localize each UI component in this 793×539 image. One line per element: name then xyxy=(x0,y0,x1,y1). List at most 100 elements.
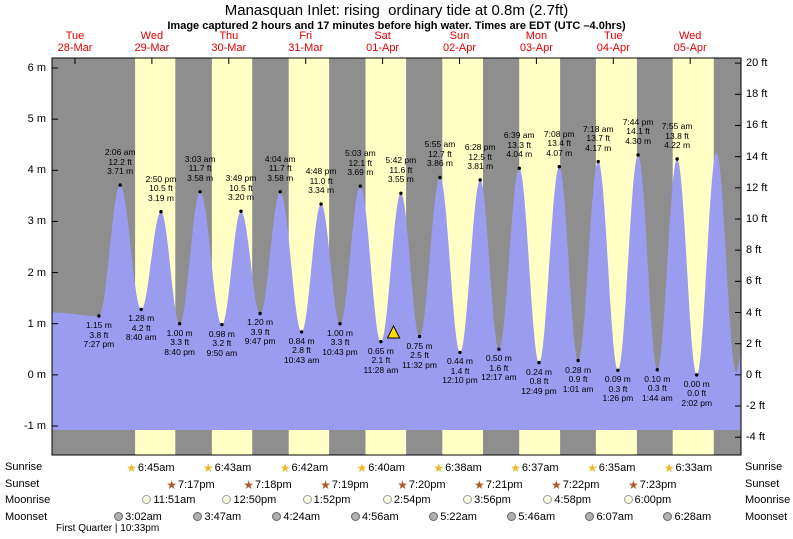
tide-label-line: 0.9 ft xyxy=(568,374,588,385)
sunset-time: 7:18pm xyxy=(254,479,292,491)
sunset-time: 7:21pm xyxy=(485,479,523,491)
sunset-star-icon: ★ xyxy=(397,478,408,492)
sunrise-row-label-left: Sunrise xyxy=(5,461,43,473)
day-label: Sun 02-Apr xyxy=(421,30,499,54)
tide-label-line: 0.24 m xyxy=(526,366,553,377)
moonrise-icon xyxy=(382,495,392,504)
tide-label-line: 13.3 ft xyxy=(507,139,532,150)
tide-label-line: 0.75 m xyxy=(406,340,433,351)
tide-label-low: 0.65 m 2.1 ft 11:28 am xyxy=(358,345,404,376)
tide-point-dot xyxy=(458,350,462,355)
tide-label-line: 5:03 am xyxy=(344,148,376,159)
tide-label-line: 0.65 m xyxy=(367,345,394,356)
sunrise-star-icon: ★ xyxy=(586,461,598,475)
tide-label-line: 1:26 pm xyxy=(602,393,634,404)
day-date: 04-Apr xyxy=(596,41,630,54)
page-title: Manasquan Inlet: rising ordinary tide at… xyxy=(224,2,569,19)
moonrise-entry: 11:51am xyxy=(142,494,195,506)
tide-point-dot xyxy=(417,334,422,339)
moonset-icon xyxy=(114,512,124,521)
tide-label-line: 3:03 am xyxy=(184,153,216,164)
tide-label-line: 7:27 pm xyxy=(83,339,115,350)
y-axis-left-label: 2 m xyxy=(27,266,46,279)
moonrise-entry: 4:58pm xyxy=(543,494,591,506)
tide-point-dot xyxy=(278,190,282,194)
tide-label-line: 4.07 m xyxy=(546,147,573,158)
tide-label-line: 1.28 m xyxy=(128,313,155,324)
tide-label-line: 1.4 ft xyxy=(450,365,470,376)
capture-note: Image captured 2 hours and 17 minutes be… xyxy=(167,20,626,32)
tide-label-low: 0.24 m 0.8 ft 12:49 pm xyxy=(516,366,562,397)
tide-label-line: 0.50 m xyxy=(485,353,512,364)
tide-label-line: 10:43 pm xyxy=(322,346,358,357)
tide-label-line: 1:01 am xyxy=(562,383,594,394)
sunrise-star-icon: ★ xyxy=(356,461,368,475)
moonrise-icon xyxy=(463,495,473,504)
sunset-time: 7:22pm xyxy=(562,479,600,491)
tide-point-dot xyxy=(97,314,101,318)
tide-label-line: 0.3 ft xyxy=(647,383,667,394)
sunrise-entry: ★6:42am xyxy=(280,461,328,475)
moonrise-time: 2:54pm xyxy=(393,494,431,506)
day-label: Wed 05-Apr xyxy=(651,30,729,54)
sunrise-entry: ★6:37am xyxy=(510,461,558,475)
moonrise-icon xyxy=(543,495,553,504)
tide-label-line: 8:40 pm xyxy=(164,346,196,357)
moon-phase-note: First Quarter | 10:33pm xyxy=(56,523,160,534)
tide-label-line: 0.28 m xyxy=(565,364,592,375)
tide-point-dot xyxy=(596,159,600,164)
sunset-star-icon: ★ xyxy=(166,478,177,492)
tide-label-line: 12.5 ft xyxy=(468,151,493,162)
moonset-time: 6:07am xyxy=(596,511,634,523)
tide-label-line: 12:49 pm xyxy=(521,385,557,396)
sunrise-time: 6:38am xyxy=(445,462,482,474)
moonrise-icon xyxy=(142,495,152,504)
moonset-entry: 3:47am xyxy=(193,511,241,523)
tide-point-dot xyxy=(379,339,383,344)
tide-point-dot xyxy=(118,183,122,187)
moonset-icon xyxy=(585,512,595,521)
moonrise-entry: 3:56pm xyxy=(463,494,511,506)
tide-point-dot xyxy=(258,311,262,316)
tide-label-line: 3.86 m xyxy=(427,158,453,169)
day-name: Tue xyxy=(65,30,85,42)
sunrise-star-icon: ★ xyxy=(202,461,214,475)
tide-label-low: 1.28 m 4.2 ft 8:40 am xyxy=(118,314,164,343)
tide-label-line: 1.00 m xyxy=(166,327,193,338)
tide-label-line: 7:18 am xyxy=(582,123,614,134)
tide-label-line: 2.5 ft xyxy=(410,350,429,360)
tide-label-line: 0.10 m xyxy=(644,373,671,384)
tide-curve xyxy=(52,152,741,430)
tide-label-line: 8:40 am xyxy=(125,332,157,343)
tide-label-line: 1.20 m xyxy=(247,317,274,328)
tide-label-high: 6:28 pm 12.5 ft 3.81 m xyxy=(457,143,503,172)
tide-label-line: 11.7 ft xyxy=(188,163,212,174)
tide-label-high: 3:03 am 11.7 ft 3.58 m xyxy=(177,153,223,184)
y-axis-right-label: 0 ft xyxy=(746,368,762,381)
tide-label-low: 0.50 m 1.6 ft 12:17 am xyxy=(476,354,522,383)
day-date: 28-Mar xyxy=(57,41,93,54)
tide-point-dot xyxy=(517,166,521,170)
tide-label-high: 6:39 am 13.3 ft 4.04 m xyxy=(496,131,542,160)
tide-label-high: 5:42 pm 11.6 ft 3.55 m xyxy=(378,156,424,185)
sunset-entry: ★7:22pm xyxy=(551,478,599,492)
moonset-entry: 6:28am xyxy=(663,511,711,523)
moonset-entry: 5:46am xyxy=(507,511,555,523)
moonset-entry: 3:02am xyxy=(114,511,162,523)
tide-point-dot xyxy=(159,210,163,214)
moonrise-row-label-right: Moonrise xyxy=(745,494,791,506)
tide-label-line: 5:42 pm xyxy=(385,155,417,166)
sunrise-entry: ★6:38am xyxy=(433,461,481,475)
y-axis-right-label: 10 ft xyxy=(746,212,768,225)
sunset-time: 7:17pm xyxy=(178,479,215,491)
sunset-row-label-right: Sunset xyxy=(745,478,780,490)
tide-label-line: 2:02 pm xyxy=(681,397,713,408)
tide-label-line: 12:17 am xyxy=(481,372,517,383)
tide-label-low: 0.09 m 0.3 ft 1:26 pm xyxy=(595,375,641,404)
tide-point-dot xyxy=(695,373,699,377)
sunrise-row-label-right: Sunrise xyxy=(745,461,783,473)
tide-point-dot xyxy=(576,358,580,363)
tide-label-line: 10.5 ft xyxy=(149,183,173,194)
moonrise-entry: 1:52pm xyxy=(302,494,350,506)
tide-point-dot xyxy=(438,175,442,180)
